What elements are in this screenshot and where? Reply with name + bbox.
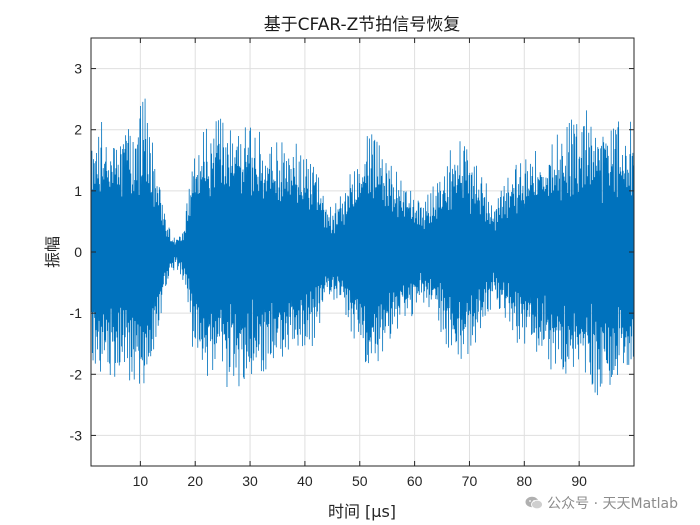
y-tick-label: 0 bbox=[74, 244, 82, 260]
x-tick-label: 30 bbox=[242, 473, 258, 489]
wechat-icon bbox=[525, 496, 544, 510]
x-tick-label: 60 bbox=[407, 473, 423, 489]
y-tick-label: -2 bbox=[70, 366, 83, 382]
y-tick-label: 3 bbox=[74, 61, 82, 77]
x-tick-label: 80 bbox=[517, 473, 533, 489]
x-tick-label: 90 bbox=[571, 473, 587, 489]
series-layer bbox=[91, 98, 634, 396]
y-tick-label: 2 bbox=[74, 122, 82, 138]
watermark: 公众号 · 天天Matlab bbox=[525, 493, 678, 513]
y-axis-label: 振幅 bbox=[43, 236, 62, 268]
y-tick-label: -3 bbox=[70, 427, 83, 443]
watermark-text: 公众号 · 天天Matlab bbox=[547, 496, 678, 512]
signal-line bbox=[91, 98, 634, 396]
x-tick-label: 50 bbox=[352, 473, 368, 489]
x-tick-label: 40 bbox=[297, 473, 313, 489]
x-tick-label: 20 bbox=[187, 473, 203, 489]
y-tick-label: 1 bbox=[74, 183, 82, 199]
x-axis-label: 时间 [μs] bbox=[328, 502, 396, 521]
y-tick-labels: -3 -2 -1 0 1 2 3 bbox=[70, 61, 83, 444]
x-tick-label: 10 bbox=[133, 473, 149, 489]
x-tick-label: 70 bbox=[462, 473, 478, 489]
chart-title: 基于CFAR-Z节拍信号恢复 bbox=[264, 15, 461, 35]
y-tick-label: -1 bbox=[70, 305, 83, 321]
x-tick-labels: 10 20 30 40 50 60 70 80 90 bbox=[133, 473, 588, 489]
tick-marks bbox=[91, 38, 634, 466]
